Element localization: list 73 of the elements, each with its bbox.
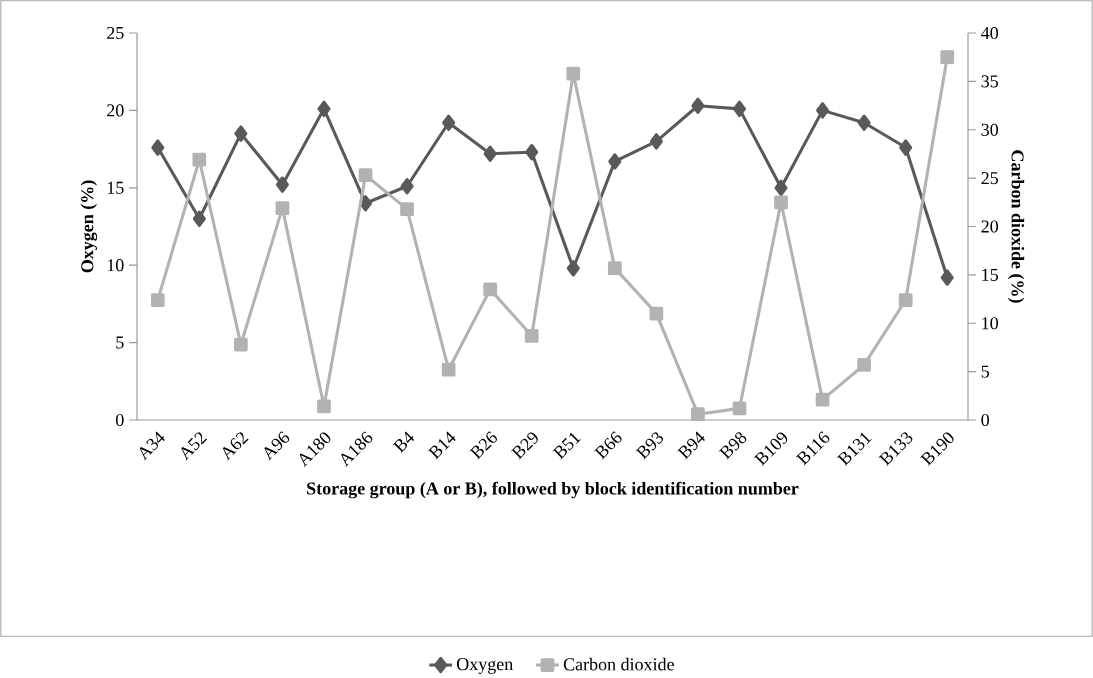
point (150, 293, 165, 308)
x-tick-label: A52 (181, 432, 208, 461)
point (898, 293, 913, 308)
point (317, 100, 331, 118)
y-tick-label: 25 (107, 27, 124, 40)
point (732, 100, 747, 118)
point (566, 66, 581, 81)
point (358, 195, 373, 212)
point (442, 114, 456, 132)
point (607, 261, 622, 276)
point (441, 363, 456, 377)
point (774, 179, 788, 197)
x-tick-label: B51 (552, 432, 581, 460)
point (483, 282, 498, 297)
point (940, 269, 954, 286)
x-tick-label: A34 (139, 431, 165, 461)
point (525, 144, 539, 161)
point (732, 401, 747, 416)
point (151, 139, 165, 156)
x-tick-label: B14 (427, 431, 456, 460)
point (275, 176, 289, 194)
y2-tick-label: 40 (981, 27, 999, 40)
x-tick-label: B66 (594, 431, 622, 460)
x-tick-label: B4 (392, 431, 415, 454)
point (483, 145, 497, 163)
x-tick-label: A62 (222, 432, 249, 461)
x-tick-label: B93 (635, 432, 664, 460)
y-tick-label: 15 (107, 181, 124, 194)
point (192, 210, 206, 228)
point (234, 125, 248, 143)
point (192, 153, 207, 167)
y-axis-title: Oxygen (%) (80, 180, 98, 273)
point (899, 139, 913, 156)
point (940, 50, 955, 65)
y2-tick-label: 25 (981, 172, 999, 185)
point (400, 178, 414, 195)
legend-label: Oxygen (457, 658, 513, 675)
point (400, 202, 414, 217)
x-axis-title: Storage group (A or B), followed by block identification number (307, 481, 799, 499)
x-tick-label: B94 (677, 431, 706, 460)
y2-tick-label: 0 (981, 414, 990, 427)
y-tick-label: 0 (115, 414, 124, 427)
y2-tick-label: 20 (981, 220, 999, 233)
point (816, 102, 830, 119)
point (691, 97, 705, 115)
point (815, 392, 830, 407)
point (317, 399, 331, 414)
y2-tick-label: 10 (982, 317, 999, 330)
point (774, 195, 788, 210)
point (649, 133, 663, 150)
y2-tick-label: 30 (981, 123, 999, 136)
point (691, 407, 705, 422)
x-tick-label: B29 (510, 432, 538, 460)
point (524, 329, 539, 343)
point (275, 201, 290, 216)
point (857, 114, 871, 132)
point (857, 358, 871, 372)
x-tick-label: A96 (264, 431, 290, 461)
point (234, 337, 248, 352)
point (608, 153, 622, 170)
y2-axis-title: Carbon dioxide (%) (1007, 150, 1025, 303)
y2-tick-label: 15 (982, 269, 999, 282)
point (358, 168, 373, 183)
y-tick-label: 10 (107, 259, 124, 272)
y-tick-label: 20 (107, 104, 124, 117)
x-tick-label: B26 (469, 431, 497, 460)
point (649, 306, 664, 321)
y2-tick-label: 35 (981, 75, 999, 88)
point (566, 260, 580, 277)
y2-tick-label: 5 (981, 365, 990, 378)
legend-label: Carbon dioxide (563, 657, 674, 671)
x-tick-label: B98 (718, 432, 747, 460)
y-tick-label: 5 (116, 336, 124, 349)
